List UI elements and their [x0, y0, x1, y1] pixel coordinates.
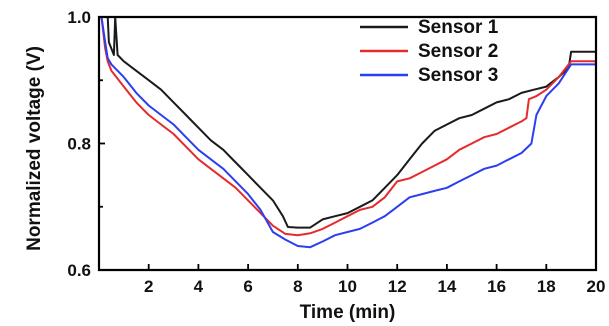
x-tick-label: 14 — [437, 277, 456, 296]
legend-label-sensor-2: Sensor 2 — [418, 41, 498, 62]
y-axis-title: Normalized voltage (V) — [24, 46, 45, 251]
x-tick-label: 2 — [144, 277, 153, 296]
legend-label-sensor-1: Sensor 1 — [418, 17, 499, 38]
legend: Sensor 1 Sensor 2 Sensor 3 — [360, 17, 499, 86]
series-line-sensor-3 — [100, 16, 596, 249]
x-tick-label: 16 — [487, 277, 506, 296]
series-line-sensor-2 — [100, 16, 596, 237]
x-tick-label: 10 — [338, 277, 357, 296]
y-tick-label: 0.8 — [67, 135, 91, 154]
x-tick-label: 6 — [243, 277, 252, 296]
ticks-layer: 2 4 6 8 10 12 14 16 18 20 0.6 0.8 1.0 — [67, 8, 605, 296]
x-axis-title: Time (min) — [300, 302, 396, 323]
x-tick-label: 20 — [587, 277, 606, 296]
x-tick-label: 8 — [293, 277, 302, 296]
y-tick-label: 1.0 — [67, 8, 91, 27]
x-tick-label: 12 — [388, 277, 407, 296]
x-tick-label: 4 — [194, 277, 204, 296]
series-layer — [100, 16, 596, 249]
y-tick-label: 0.6 — [67, 261, 91, 280]
legend-label-sensor-3: Sensor 3 — [418, 65, 498, 86]
x-tick-label: 18 — [537, 277, 556, 296]
series-line-sensor-1 — [101, 16, 596, 229]
